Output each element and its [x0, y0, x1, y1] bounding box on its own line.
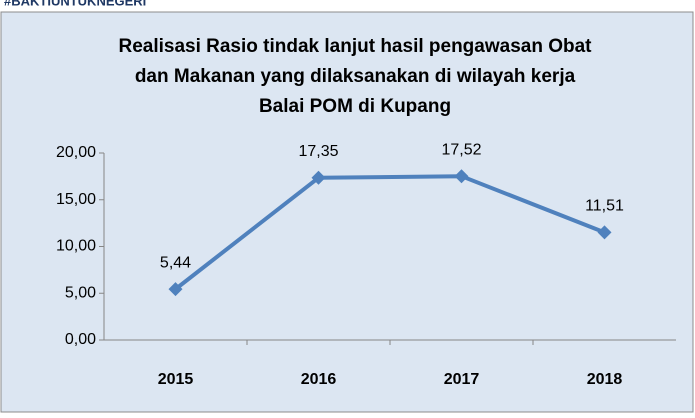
header-tag: #BAKTIUNTUKNEGERI: [4, 0, 146, 8]
marker: [454, 169, 469, 184]
data-label: 17,35: [298, 143, 338, 160]
marker: [597, 225, 612, 240]
line: [174, 174, 606, 291]
y-tick-label: 15,00: [56, 191, 96, 208]
data-label: 17,52: [441, 141, 481, 158]
data-label: 5,44: [160, 254, 191, 271]
marker: [168, 282, 183, 297]
x-tick-label: 2017: [444, 371, 480, 388]
x-tick-label: 2015: [158, 371, 194, 388]
marker: [311, 170, 326, 185]
y-tick-label: 10,00: [56, 238, 96, 255]
x-tick-label: 2018: [587, 371, 623, 388]
y-tick-label: 0,00: [65, 331, 96, 348]
x-tick-label: 2016: [301, 371, 337, 388]
title-line: dan Makanan yang dilaksanakan di wilayah…: [135, 66, 576, 87]
y-tick-label: 5,00: [65, 284, 96, 301]
y-tick-label: 20,00: [56, 144, 96, 161]
title-line: Realisasi Rasio tindak lanjut hasil peng…: [118, 36, 592, 57]
chart-area: [0, 11, 694, 413]
title-line: Balai POM di Kupang: [259, 96, 451, 117]
chart-title: Realisasi Rasio tindak lanjut hasil peng…: [118, 36, 592, 117]
data-label: 11,51: [585, 198, 624, 215]
